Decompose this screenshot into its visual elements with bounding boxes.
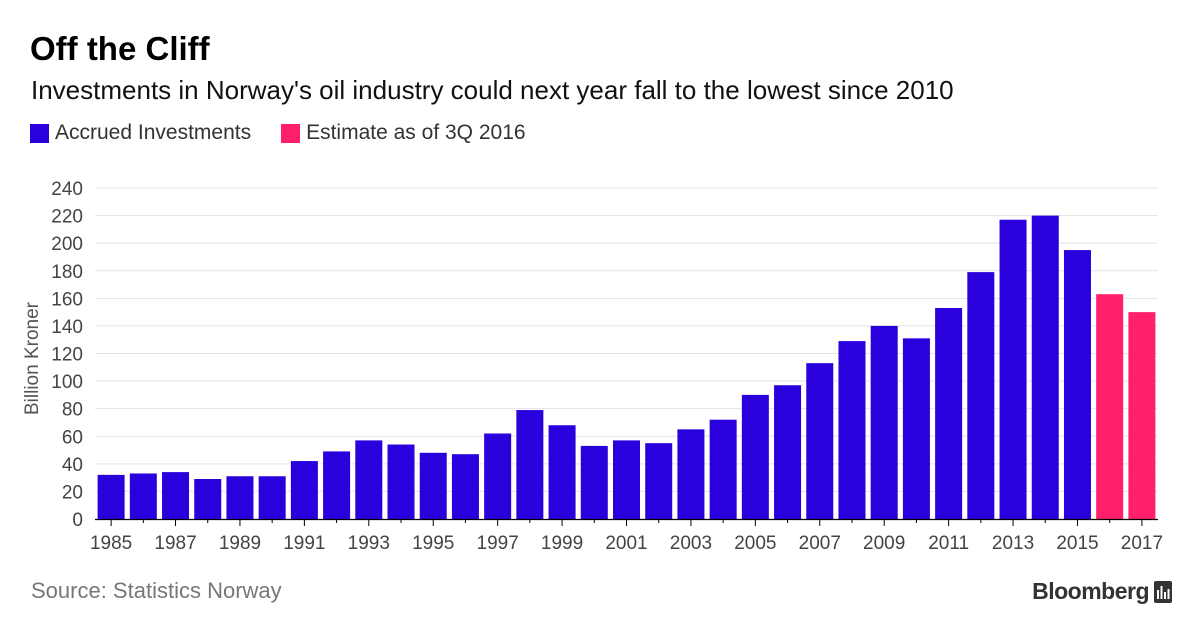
bar-estimate xyxy=(1128,312,1156,519)
bar-accrued xyxy=(967,272,995,519)
bar-accrued xyxy=(1031,215,1059,520)
bar-estimate xyxy=(1096,294,1124,519)
x-tick-label: 1991 xyxy=(283,533,325,554)
y-tick-label: 60 xyxy=(62,427,83,448)
legend: Accrued Investments Estimate as of 3Q 20… xyxy=(30,121,556,145)
x-tick-label: 2003 xyxy=(670,533,712,554)
y-tick-label: 220 xyxy=(51,207,83,228)
x-tick-label: 1993 xyxy=(348,533,390,554)
bar-accrued xyxy=(613,440,640,519)
y-tick-label: 40 xyxy=(62,455,83,476)
y-tick-label: 140 xyxy=(51,317,83,338)
bloomberg-chart-icon xyxy=(1154,580,1172,603)
y-tick-label: 0 xyxy=(72,510,83,531)
x-tick-label: 2015 xyxy=(1056,533,1098,554)
x-tick-label: 2001 xyxy=(605,533,647,554)
bar-accrued xyxy=(902,338,930,519)
chart-subtitle: Investments in Norway's oil industry cou… xyxy=(31,75,954,105)
brand-logo: Bloomberg xyxy=(1032,578,1172,605)
brand-wordmark: Bloomberg xyxy=(1032,578,1149,604)
y-tick-label: 160 xyxy=(51,289,83,310)
bar-accrued xyxy=(516,410,544,519)
bar-accrued xyxy=(194,479,222,519)
x-tick-label: 1987 xyxy=(154,533,196,554)
x-tick-label: 2005 xyxy=(734,533,776,554)
bar-accrued xyxy=(870,325,898,519)
bar-accrued xyxy=(484,433,512,519)
bar-accrued xyxy=(645,443,673,519)
y-tick-label: 80 xyxy=(62,400,83,421)
x-tick-label: 2007 xyxy=(799,533,841,554)
x-tick-label: 1985 xyxy=(90,533,132,554)
bar-accrued xyxy=(323,451,351,519)
legend-item-estimate: Estimate as of 3Q 2016 xyxy=(281,121,526,145)
legend-swatch-accrued xyxy=(30,123,49,143)
y-tick-label: 180 xyxy=(51,262,83,283)
bar-accrued xyxy=(709,419,737,519)
x-tick-label: 1999 xyxy=(541,533,583,554)
bar-accrued xyxy=(677,429,705,519)
bar-accrued xyxy=(774,385,802,519)
bar-accrued xyxy=(226,476,254,519)
x-tick-label: 1997 xyxy=(477,533,519,554)
bar-accrued xyxy=(451,454,479,519)
y-tick-label: 120 xyxy=(51,345,83,366)
y-tick-label: 240 xyxy=(51,179,83,200)
x-tick-label: 1995 xyxy=(412,533,454,554)
x-tick-label: 2017 xyxy=(1121,533,1163,554)
bar-accrued xyxy=(258,476,286,519)
bar-accrued xyxy=(548,425,576,519)
y-tick-label: 20 xyxy=(62,482,83,503)
bar-accrued xyxy=(580,445,608,519)
legend-item-accrued: Accrued Investments xyxy=(30,121,251,145)
x-tick-label: 2011 xyxy=(928,533,969,554)
bar-accrued xyxy=(290,461,318,519)
y-axis-label: Billion Kroner xyxy=(22,301,43,415)
bar-accrued xyxy=(838,341,866,519)
x-tick-label: 2009 xyxy=(863,533,905,554)
bar-accrued xyxy=(935,307,963,519)
y-tick-label: 100 xyxy=(51,372,83,393)
bar-accrued xyxy=(999,219,1027,520)
legend-label-accrued: Accrued Investments xyxy=(55,121,252,144)
x-tick-label: 2013 xyxy=(992,533,1034,554)
bar-accrued xyxy=(129,473,157,519)
bar-accrued xyxy=(741,394,769,519)
bar-accrued xyxy=(387,444,415,519)
legend-label-estimate: Estimate as of 3Q 2016 xyxy=(306,121,526,144)
source-note: Source: Statistics Norway xyxy=(31,578,282,603)
bar-accrued xyxy=(1063,250,1091,519)
bar-accrued xyxy=(419,452,447,519)
bar-accrued xyxy=(355,440,383,519)
bar-accrued xyxy=(162,472,190,519)
chart-title: Off the Cliff xyxy=(30,30,210,67)
legend-swatch-estimate xyxy=(281,123,301,143)
bar-accrued xyxy=(97,474,125,519)
bar-accrued xyxy=(806,363,834,519)
y-tick-label: 200 xyxy=(51,234,83,255)
x-tick-label: 1989 xyxy=(219,533,261,554)
